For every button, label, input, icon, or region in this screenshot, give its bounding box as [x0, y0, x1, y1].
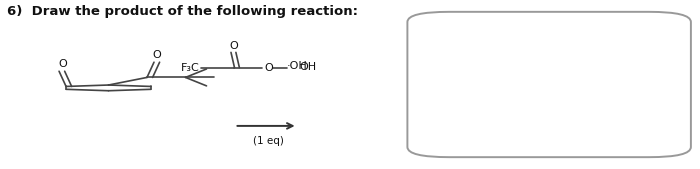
- Text: OH: OH: [300, 62, 316, 72]
- Text: O: O: [230, 41, 238, 51]
- Text: (1 eq): (1 eq): [253, 136, 284, 146]
- FancyBboxPatch shape: [407, 12, 691, 157]
- Text: F₃C: F₃C: [181, 63, 199, 73]
- Text: O: O: [264, 63, 272, 73]
- Text: O: O: [58, 59, 67, 69]
- Text: O: O: [153, 51, 161, 61]
- Text: ·OH: ·OH: [287, 61, 308, 71]
- Text: 6)  Draw the product of the following reaction:: 6) Draw the product of the following rea…: [7, 5, 358, 18]
